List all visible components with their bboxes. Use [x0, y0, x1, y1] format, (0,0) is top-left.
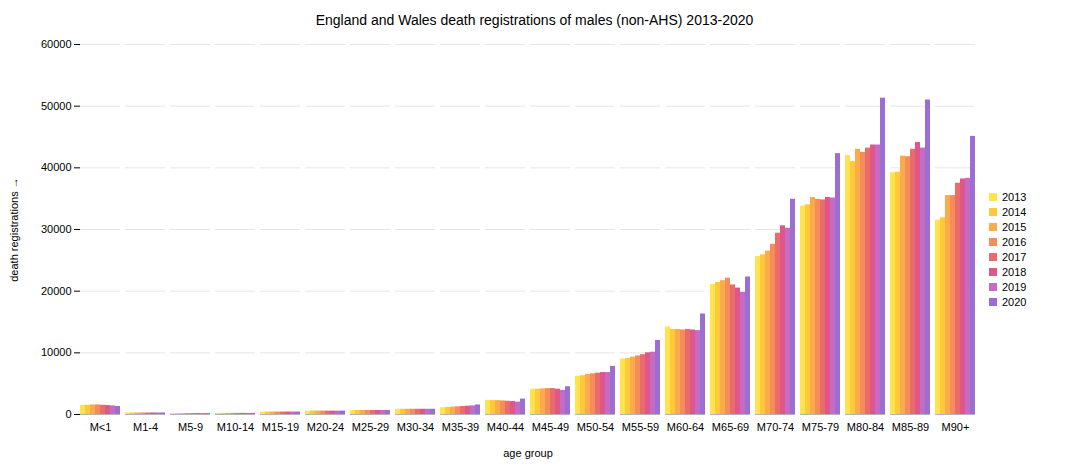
- svg-text:M5-9: M5-9: [178, 421, 203, 433]
- svg-text:death registrations →: death registrations →: [8, 177, 20, 282]
- svg-text:M45-49: M45-49: [532, 421, 569, 433]
- svg-text:M65-69: M65-69: [712, 421, 749, 433]
- svg-text:M80-84: M80-84: [847, 421, 884, 433]
- html-text:2019: 2019: [1002, 280, 1027, 293]
- html-text:England and Wales death regist: England and Wales death registrations of…: [315, 12, 754, 28]
- svg-text:M85-89: M85-89: [892, 421, 929, 433]
- svg-text:M<1: M<1: [90, 421, 112, 433]
- html-text:2013: 2013: [1002, 190, 1027, 203]
- html-text:2015: 2015: [1002, 220, 1027, 233]
- html-text:2018: 2018: [1002, 265, 1027, 278]
- svg-text:M1-4: M1-4: [133, 421, 158, 433]
- svg-text:M20-24: M20-24: [307, 421, 344, 433]
- svg-text:40000: 40000: [41, 161, 72, 173]
- svg-text:M75-79: M75-79: [802, 421, 839, 433]
- html-text:2020: 2020: [1002, 295, 1027, 308]
- svg-text:10000: 10000: [41, 346, 72, 358]
- svg-text:M40-44: M40-44: [487, 421, 524, 433]
- svg-text:30000: 30000: [41, 223, 72, 235]
- svg-text:M25-29: M25-29: [352, 421, 389, 433]
- svg-text:M35-39: M35-39: [442, 421, 479, 433]
- svg-text:M10-14: M10-14: [217, 421, 254, 433]
- svg-text:age group: age group: [503, 447, 553, 459]
- svg-text:M50-54: M50-54: [577, 421, 614, 433]
- html-text:2017: 2017: [1002, 250, 1027, 263]
- svg-text:M30-34: M30-34: [397, 421, 434, 433]
- svg-text:M90+: M90+: [942, 421, 970, 433]
- html-text:2014: 2014: [1002, 205, 1027, 218]
- svg-text:50000: 50000: [41, 100, 72, 112]
- svg-text:20000: 20000: [41, 285, 72, 297]
- svg-text:M60-64: M60-64: [667, 421, 704, 433]
- svg-text:60000: 60000: [41, 38, 72, 50]
- svg-text:0: 0: [65, 408, 71, 420]
- svg-text:M15-19: M15-19: [262, 421, 299, 433]
- html-text:2016: 2016: [1002, 235, 1027, 248]
- svg-text:M55-59: M55-59: [622, 421, 659, 433]
- svg-text:M70-74: M70-74: [757, 421, 794, 433]
